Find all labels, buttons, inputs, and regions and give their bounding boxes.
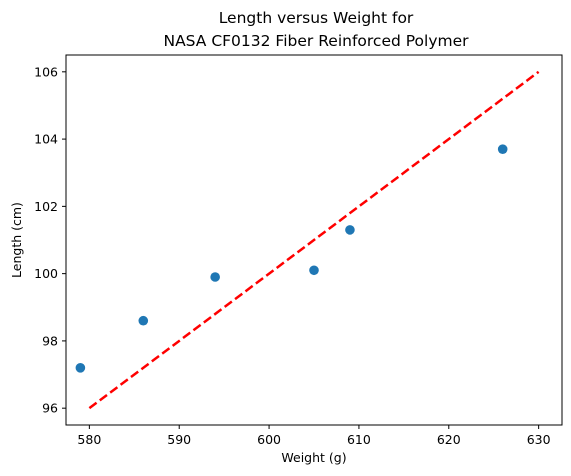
- y-tick-label: 106: [34, 64, 58, 79]
- chart-title-line-2: NASA CF0132 Fiber Reinforced Polymer: [163, 32, 469, 50]
- plot-area: [75, 70, 540, 410]
- x-tick-label: 610: [347, 432, 371, 447]
- y-axis-label: Length (cm): [9, 202, 24, 278]
- data-point: [345, 225, 355, 235]
- data-point: [497, 144, 508, 154]
- x-tick-label: 580: [77, 432, 101, 447]
- x-tick-label: 620: [437, 432, 461, 447]
- y-tick-label: 96: [42, 401, 58, 416]
- x-axis: 580 590 600 610 620 630: [77, 425, 551, 447]
- chart-title-line-1: Length versus Weight for: [219, 9, 414, 27]
- data-point: [75, 363, 86, 373]
- plot-frame: [65, 54, 563, 426]
- y-tick-label: 100: [34, 266, 58, 281]
- x-tick-label: 630: [527, 432, 551, 447]
- fit-line: [88, 70, 540, 410]
- y-tick-label: 102: [34, 199, 58, 214]
- data-point: [309, 265, 319, 276]
- x-tick-label: 590: [167, 432, 191, 447]
- y-axis: 96 98 100 102 104 106: [34, 64, 66, 416]
- x-axis-label: Weight (g): [281, 450, 346, 465]
- data-point: [210, 272, 220, 282]
- data-point: [138, 315, 149, 326]
- y-tick-label: 98: [42, 333, 58, 348]
- y-tick-label: 104: [34, 132, 58, 147]
- x-tick-label: 600: [257, 432, 281, 447]
